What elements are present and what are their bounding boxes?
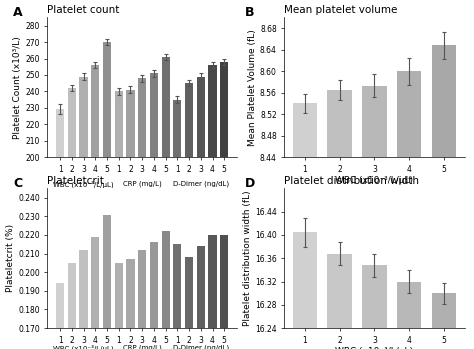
Bar xyxy=(80,250,88,349)
Y-axis label: Plateletcrit (%): Plateletcrit (%) xyxy=(6,224,15,292)
Bar xyxy=(432,45,456,349)
Bar xyxy=(91,65,100,349)
Text: D-Dimer (ng/dL): D-Dimer (ng/dL) xyxy=(173,345,229,349)
Bar xyxy=(115,91,123,349)
Y-axis label: Platelet Count (x10³/L): Platelet Count (x10³/L) xyxy=(13,36,22,139)
Bar xyxy=(397,71,421,349)
Text: D: D xyxy=(245,177,255,190)
Bar xyxy=(80,76,88,349)
Bar xyxy=(162,231,170,349)
Bar xyxy=(328,90,352,349)
Bar xyxy=(220,235,228,349)
Text: CRP (mg/L): CRP (mg/L) xyxy=(123,180,162,187)
Bar xyxy=(138,250,146,349)
Bar xyxy=(292,232,317,349)
Text: Platelet count: Platelet count xyxy=(47,5,120,15)
Bar xyxy=(56,110,64,349)
X-axis label: WBC (x10⁻³/L/μL): WBC (x10⁻³/L/μL) xyxy=(336,177,413,185)
Text: B: B xyxy=(245,6,254,19)
Bar xyxy=(56,283,64,349)
Text: Platelet distribution width: Platelet distribution width xyxy=(284,176,419,186)
Bar xyxy=(185,257,193,349)
Bar xyxy=(162,57,170,349)
Bar xyxy=(362,265,387,349)
Bar xyxy=(173,99,182,349)
Bar xyxy=(432,293,456,349)
X-axis label: WBC (x10⁻³/L/μL): WBC (x10⁻³/L/μL) xyxy=(336,348,413,349)
Bar xyxy=(115,263,123,349)
Bar xyxy=(138,78,146,349)
Y-axis label: Mean Platelet Volume (fL): Mean Platelet Volume (fL) xyxy=(248,29,257,146)
Bar xyxy=(185,83,193,349)
Y-axis label: Platelet distribution width (fL): Platelet distribution width (fL) xyxy=(243,191,252,326)
Text: WBC (x10⁻³/L/μL): WBC (x10⁻³/L/μL) xyxy=(53,345,114,349)
Text: Plateletcrit: Plateletcrit xyxy=(47,176,104,186)
Bar xyxy=(68,263,76,349)
Bar xyxy=(68,88,76,349)
Bar xyxy=(292,103,317,349)
Bar xyxy=(397,282,421,349)
Bar xyxy=(150,243,158,349)
Bar xyxy=(127,259,135,349)
Bar xyxy=(362,86,387,349)
Bar xyxy=(91,237,100,349)
Bar xyxy=(173,244,182,349)
Bar xyxy=(209,65,217,349)
Bar xyxy=(197,76,205,349)
Bar xyxy=(150,73,158,349)
Text: WBC (x10⁻³/L/μL): WBC (x10⁻³/L/μL) xyxy=(53,180,114,187)
Bar xyxy=(127,90,135,349)
Bar xyxy=(328,254,352,349)
Text: C: C xyxy=(13,177,22,190)
Bar xyxy=(209,235,217,349)
Text: A: A xyxy=(13,6,23,19)
Text: D-Dimer (ng/dL): D-Dimer (ng/dL) xyxy=(173,180,229,187)
Bar xyxy=(103,215,111,349)
Bar xyxy=(220,62,228,349)
Text: CRP (mg/L): CRP (mg/L) xyxy=(123,345,162,349)
Bar xyxy=(197,246,205,349)
Bar xyxy=(103,42,111,349)
Text: Mean platelet volume: Mean platelet volume xyxy=(284,5,398,15)
